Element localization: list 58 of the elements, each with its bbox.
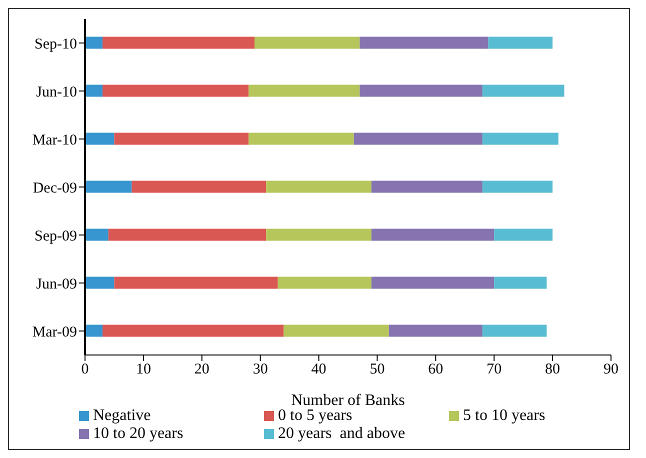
bar [114, 276, 278, 289]
bar [482, 84, 564, 97]
x-tick-label: 60 [428, 362, 444, 378]
bar [102, 36, 254, 49]
bar [488, 36, 553, 49]
bar [360, 36, 488, 49]
bar [482, 132, 558, 145]
bar [371, 228, 494, 241]
bar [102, 324, 284, 337]
bar [108, 228, 266, 241]
y-tick-label: Dec-09 [32, 180, 77, 196]
bar [266, 228, 372, 241]
bar [371, 180, 482, 193]
y-tick-label: Mar-10 [32, 132, 77, 148]
y-tick-label: Jun-10 [36, 84, 77, 100]
bar [482, 324, 547, 337]
bar [248, 132, 354, 145]
bar [266, 180, 372, 193]
y-tick-label: Mar-09 [32, 324, 77, 340]
bar [85, 180, 132, 193]
bar [114, 132, 249, 145]
bar [85, 84, 103, 97]
x-axis-title: Number of Banks [291, 392, 405, 409]
legend-label: 0 to 5 years [278, 407, 352, 425]
bar [248, 84, 360, 97]
bar [85, 276, 114, 289]
bar [254, 36, 360, 49]
legend-label: 20 years and above [278, 425, 406, 443]
legend-label: Negative [93, 407, 151, 425]
bar [482, 180, 553, 193]
x-tick-label: 10 [136, 362, 151, 378]
x-tick-label: 80 [545, 362, 560, 378]
x-tick-label: 40 [311, 362, 326, 378]
y-tick-label: Jun-09 [36, 276, 77, 292]
bar [494, 276, 547, 289]
x-tick-label: 30 [252, 362, 268, 378]
legend-label: 10 to 20 years [93, 425, 184, 443]
x-tick-label: 90 [604, 362, 618, 378]
bar [354, 132, 482, 145]
bar [371, 276, 494, 289]
x-tick-label: 70 [486, 362, 502, 378]
bar [284, 324, 389, 337]
bar [132, 180, 266, 193]
y-tick-label: Sep-10 [34, 36, 77, 52]
bar [85, 36, 103, 49]
x-tick-label: 0 [81, 362, 89, 378]
bar [360, 84, 482, 97]
bar [85, 228, 108, 241]
bar [494, 228, 553, 241]
bar [388, 324, 482, 337]
x-tick-label: 50 [370, 362, 385, 378]
bar [85, 132, 114, 145]
bar [85, 324, 103, 337]
legend-label: 5 to 10 years [463, 407, 546, 425]
bar [102, 84, 249, 97]
bar [278, 276, 372, 289]
y-tick-label: Sep-09 [34, 228, 77, 244]
x-tick-label: 20 [194, 362, 210, 378]
